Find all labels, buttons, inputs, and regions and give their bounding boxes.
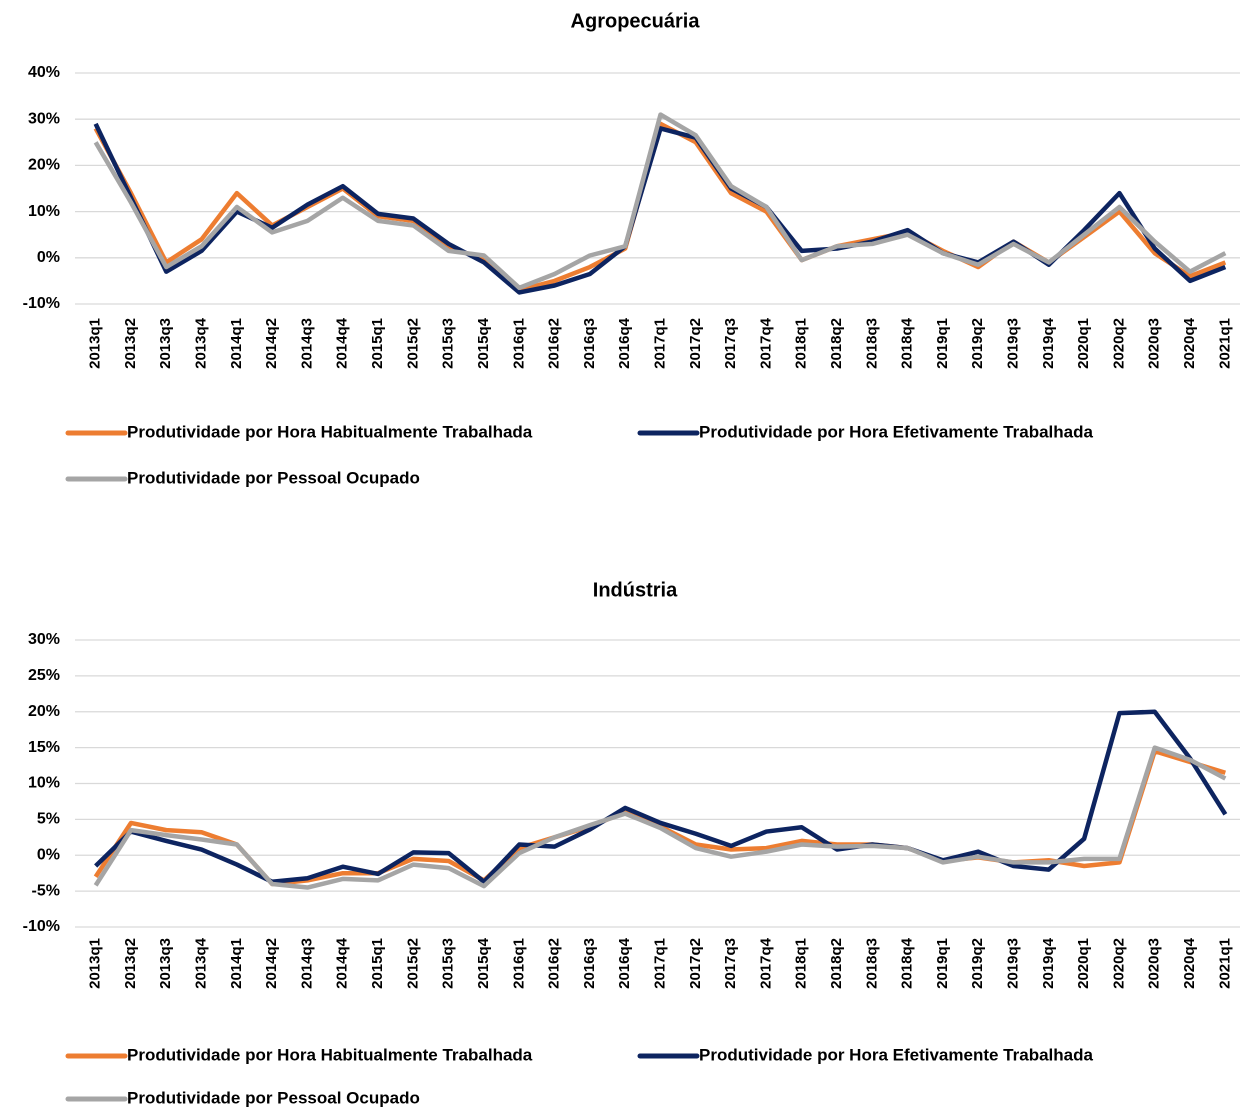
legend-label: Produtividade por Hora Efetivamente Trab… [699, 1045, 1093, 1064]
x-tick-label: 2017q1 [651, 318, 668, 369]
y-tick-label: 20% [28, 157, 60, 174]
series-line [93, 121, 1227, 293]
x-tick-label: 2016q4 [616, 317, 633, 369]
y-tick-label: 30% [28, 110, 60, 127]
x-tick-label: 2019q4 [1040, 317, 1057, 369]
x-tick-label: 2018q2 [828, 938, 845, 989]
x-tick-label: 2020q4 [1181, 937, 1198, 989]
x-tick-label: 2014q4 [334, 317, 351, 369]
x-tick-label: 2017q4 [757, 317, 774, 369]
series-line [93, 122, 1227, 295]
x-tick-label: 2016q4 [616, 937, 633, 989]
chart-title: Agropecuária [571, 10, 701, 32]
x-tick-label: 2013q1 [87, 938, 104, 989]
y-tick-label: 10% [28, 775, 60, 792]
x-tick-label: 2015q4 [475, 937, 492, 989]
x-tick-label: 2020q3 [1146, 938, 1163, 989]
x-tick-label: 2019q3 [1004, 938, 1021, 989]
x-tick-label: 2015q3 [440, 938, 457, 989]
x-tick-label: 2013q4 [193, 317, 210, 369]
x-tick-label: 2013q2 [122, 318, 139, 369]
x-tick-label: 2019q2 [969, 318, 986, 369]
x-tick-label: 2017q3 [722, 938, 739, 989]
x-tick-label: 2016q3 [581, 318, 598, 369]
x-tick-label: 2015q4 [475, 317, 492, 369]
y-tick-label: -10% [23, 295, 60, 312]
x-tick-label: 2014q2 [263, 938, 280, 989]
y-tick-label: 10% [28, 203, 60, 220]
x-tick-label: 2018q4 [899, 937, 916, 989]
y-tick-label: 15% [28, 739, 60, 756]
x-tick-label: 2019q4 [1040, 937, 1057, 989]
x-tick-label: 2020q1 [1075, 938, 1092, 989]
x-tick-label: 2019q1 [934, 938, 951, 989]
x-tick-label: 2020q2 [1110, 938, 1127, 989]
x-tick-label: 2014q3 [298, 938, 315, 989]
x-tick-label: 2020q1 [1075, 318, 1092, 369]
x-tick-label: 2015q1 [369, 938, 386, 989]
x-tick-label: 2018q4 [899, 317, 916, 369]
x-tick-label: 2014q1 [228, 938, 245, 989]
x-tick-label: 2013q3 [157, 318, 174, 369]
y-tick-label: -10% [23, 918, 60, 935]
x-tick-label: 2021q1 [1216, 318, 1233, 369]
x-tick-label: 2015q1 [369, 318, 386, 369]
x-tick-label: 2014q4 [334, 937, 351, 989]
x-tick-label: 2018q3 [863, 318, 880, 369]
x-tick-label: 2018q1 [793, 318, 810, 369]
y-tick-label: 40% [28, 64, 60, 81]
y-tick-label: 20% [28, 703, 60, 720]
legend-label: Produtividade por Hora Habitualmente Tra… [127, 1045, 533, 1064]
y-tick-label: 25% [28, 667, 60, 684]
x-tick-label: 2013q2 [122, 938, 139, 989]
x-tick-label: 2021q1 [1216, 938, 1233, 989]
legend-label: Produtividade por Pessoal Ocupado [127, 1088, 420, 1107]
legend-label: Produtividade por Hora Efetivamente Trab… [699, 422, 1093, 441]
x-tick-label: 2015q2 [404, 318, 421, 369]
x-tick-label: 2019q1 [934, 318, 951, 369]
x-tick-label: 2018q2 [828, 318, 845, 369]
x-tick-label: 2017q2 [687, 938, 704, 989]
x-tick-label: 2016q1 [510, 938, 527, 989]
x-tick-label: 2013q3 [157, 938, 174, 989]
x-tick-label: 2017q2 [687, 318, 704, 369]
legend-label: Produtividade por Pessoal Ocupado [127, 468, 420, 487]
x-tick-label: 2016q2 [546, 318, 563, 369]
x-tick-label: 2015q2 [404, 938, 421, 989]
x-tick-label: 2014q3 [298, 318, 315, 369]
y-tick-label: 30% [28, 631, 60, 648]
x-tick-label: 2013q1 [87, 318, 104, 369]
legend-label: Produtividade por Hora Habitualmente Tra… [127, 422, 533, 441]
y-tick-label: 0% [37, 846, 60, 863]
x-tick-label: 2015q3 [440, 318, 457, 369]
x-tick-label: 2018q3 [863, 938, 880, 989]
x-tick-label: 2016q3 [581, 938, 598, 989]
x-tick-label: 2017q1 [651, 938, 668, 989]
x-tick-label: 2020q4 [1181, 317, 1198, 369]
series-line [94, 709, 1228, 885]
x-tick-label: 2016q2 [546, 938, 563, 989]
chart-title: Indústria [593, 579, 678, 601]
series-line [93, 745, 1227, 890]
x-tick-label: 2020q3 [1146, 318, 1163, 369]
x-tick-label: 2019q3 [1004, 318, 1021, 369]
x-tick-label: 2017q3 [722, 318, 739, 369]
x-tick-label: 2014q1 [228, 318, 245, 369]
y-tick-label: 0% [37, 249, 60, 266]
x-tick-label: 2014q2 [263, 318, 280, 369]
x-tick-label: 2016q1 [510, 318, 527, 369]
x-tick-label: 2020q2 [1110, 318, 1127, 369]
y-tick-label: 5% [37, 811, 60, 828]
y-tick-label: -5% [32, 882, 60, 899]
x-tick-label: 2018q1 [793, 938, 810, 989]
x-tick-label: 2017q4 [757, 937, 774, 989]
x-tick-label: 2013q4 [193, 937, 210, 989]
x-tick-label: 2019q2 [969, 938, 986, 989]
series-line [93, 112, 1227, 291]
